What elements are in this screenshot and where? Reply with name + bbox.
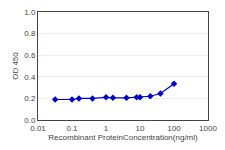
svg-text:1000: 1000 bbox=[199, 124, 217, 133]
svg-text:0.1: 0.1 bbox=[66, 124, 78, 133]
svg-text:0.01: 0.01 bbox=[30, 124, 46, 133]
svg-text:0.0: 0.0 bbox=[24, 116, 36, 125]
svg-text:1.0: 1.0 bbox=[24, 8, 36, 17]
svg-text:Recombinant ProteinConcentrati: Recombinant ProteinConcentration(ng/ml) bbox=[48, 133, 198, 142]
svg-text:0.8: 0.8 bbox=[24, 29, 36, 38]
svg-text:10: 10 bbox=[136, 124, 145, 133]
svg-text:1: 1 bbox=[104, 124, 109, 133]
svg-text:100: 100 bbox=[167, 124, 181, 133]
svg-text:0.6: 0.6 bbox=[24, 51, 36, 60]
svg-text:0.4: 0.4 bbox=[24, 73, 36, 82]
svg-text:0.2: 0.2 bbox=[24, 94, 36, 103]
svg-text:OD 450: OD 450 bbox=[11, 52, 20, 80]
